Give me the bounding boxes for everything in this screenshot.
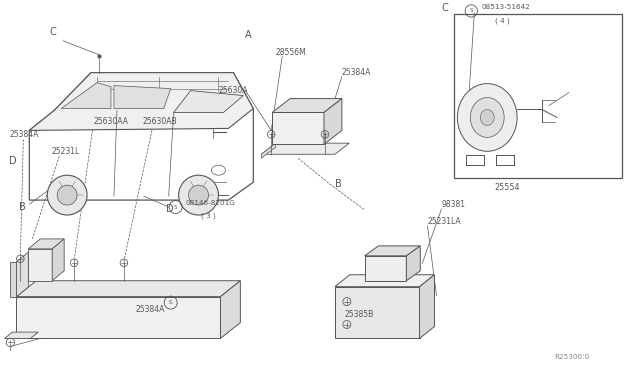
Polygon shape [29,73,253,200]
Bar [454,14,621,178]
Ellipse shape [480,109,494,125]
Text: ( 4 ): ( 4 ) [495,18,510,25]
Polygon shape [406,246,420,281]
Ellipse shape [470,97,504,137]
Text: 25554: 25554 [494,183,520,192]
Polygon shape [173,91,243,112]
Polygon shape [17,281,241,296]
Text: 25630A: 25630A [218,86,248,94]
Polygon shape [324,99,342,144]
Polygon shape [4,332,38,339]
Text: ( 3 ): ( 3 ) [200,212,215,218]
Polygon shape [28,239,64,249]
Text: 25385B: 25385B [345,310,374,318]
Polygon shape [261,143,276,158]
Circle shape [47,175,87,215]
Polygon shape [365,246,420,256]
Polygon shape [114,86,171,109]
Polygon shape [261,143,349,154]
Text: R25300:0: R25300:0 [554,355,589,360]
Circle shape [57,185,77,205]
Text: 28556M: 28556M [275,48,306,57]
Text: 98381: 98381 [442,200,465,209]
Text: C: C [442,3,448,13]
Circle shape [189,185,209,205]
Text: S: S [174,205,177,209]
Ellipse shape [458,84,517,151]
Polygon shape [272,112,324,144]
Text: 25630AA: 25630AA [93,118,128,126]
Text: 25630AB: 25630AB [143,118,177,126]
Text: B: B [335,179,342,189]
Polygon shape [272,99,342,112]
Polygon shape [335,275,435,287]
Text: 08146-8201G: 08146-8201G [186,200,236,206]
Text: C: C [50,27,56,37]
Polygon shape [10,262,17,296]
Text: 25384A: 25384A [10,130,39,140]
Text: S: S [470,9,473,13]
Polygon shape [365,256,406,281]
Polygon shape [61,83,111,109]
Polygon shape [335,287,420,339]
Text: D: D [10,156,17,166]
Polygon shape [52,239,64,281]
Text: 25231LA: 25231LA [428,217,461,226]
Polygon shape [17,252,28,296]
Circle shape [179,175,218,215]
Text: B: B [19,202,26,212]
Polygon shape [220,281,241,339]
Text: S: S [169,300,172,305]
Text: 08513-51642: 08513-51642 [481,4,530,10]
Polygon shape [17,296,220,339]
Polygon shape [28,249,52,281]
Text: 25384A: 25384A [342,68,371,77]
Polygon shape [420,275,435,339]
Text: A: A [245,30,252,40]
Text: 25231L: 25231L [51,147,79,156]
Text: 25384A: 25384A [136,305,165,314]
Polygon shape [29,73,253,131]
Text: D: D [166,204,173,214]
